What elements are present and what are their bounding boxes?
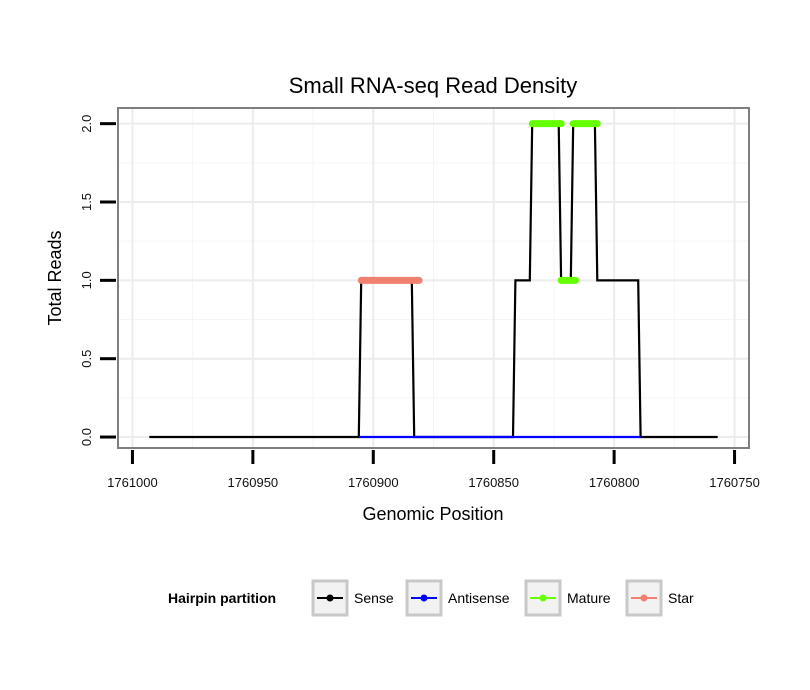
legend-title: Hairpin partition bbox=[168, 590, 276, 606]
y-tick-label: 2.0 bbox=[79, 115, 94, 133]
x-axis-title: Genomic Position bbox=[362, 504, 503, 524]
legend-key-point bbox=[420, 594, 428, 602]
legend: Hairpin partition Sense Antisense Mature St… bbox=[168, 579, 694, 617]
x-tick-label: 1760900 bbox=[348, 475, 399, 490]
gridlines bbox=[118, 108, 749, 448]
y-tick-label: 0.0 bbox=[79, 428, 94, 446]
legend-label-sense: Sense bbox=[354, 590, 394, 606]
y-axis-title: Total Reads bbox=[45, 230, 65, 325]
x-tick-label: 1760950 bbox=[228, 475, 279, 490]
legend-key-point bbox=[539, 594, 547, 602]
series-layer bbox=[149, 120, 718, 439]
legend-key-point bbox=[640, 594, 648, 602]
x-axis: 1761000 1760950 1760900 1760850 1760800 17607… bbox=[107, 450, 760, 490]
x-tick-label: 1760800 bbox=[589, 475, 640, 490]
chart-title: Small RNA-seq Read Density bbox=[289, 73, 578, 98]
x-tick-label: 1761000 bbox=[107, 475, 158, 490]
x-tick-label: 1760850 bbox=[468, 475, 519, 490]
legend-label-mature: Mature bbox=[567, 590, 611, 606]
y-axis: 0.0 0.5 1.0 1.5 2.0 bbox=[79, 115, 116, 446]
legend-label-star: Star bbox=[668, 590, 694, 606]
legend-key-point bbox=[326, 594, 334, 602]
legend-label-antisense: Antisense bbox=[448, 590, 510, 606]
x-tick-label: 1760750 bbox=[709, 475, 760, 490]
y-tick-label: 1.5 bbox=[79, 193, 94, 211]
y-tick-label: 1.0 bbox=[79, 271, 94, 289]
plot-border bbox=[117, 107, 750, 449]
y-tick-label: 0.5 bbox=[79, 350, 94, 368]
